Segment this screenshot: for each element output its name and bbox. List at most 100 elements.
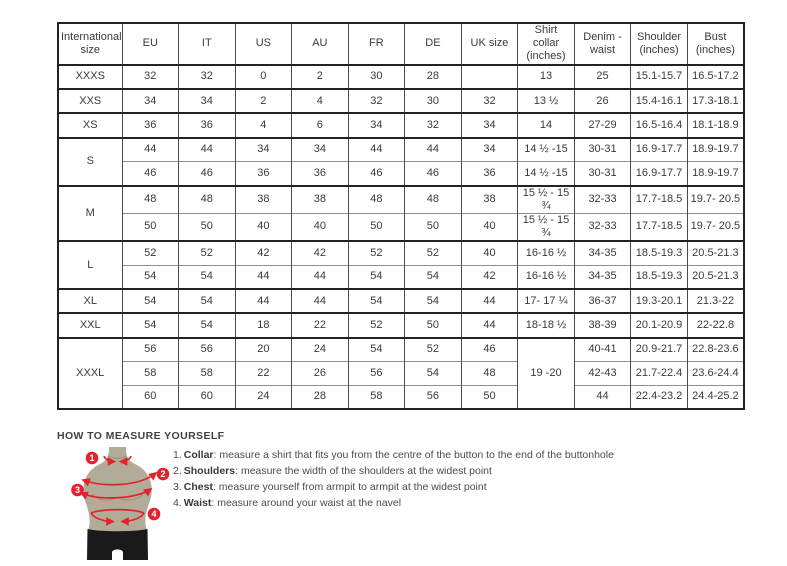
table-cell: 32 — [404, 112, 462, 138]
size-label-cell: L — [57, 240, 122, 290]
table-row: 50 50 40 40 50 50 40 15 ½ - 15 ¾ 32-33 17.7-18.5 1… — [58, 212, 744, 242]
waist-measure-arrow — [120, 512, 145, 526]
table-cell: 27-29 — [573, 112, 631, 138]
table-cell: 50 — [178, 212, 236, 242]
measure-instruction: 3. Chest: measure yourself from armpit to… — [173, 481, 653, 497]
table-cell: 54 — [178, 288, 236, 314]
callout-badge-3: 3 — [71, 483, 84, 497]
table-cell: 22.8-23.6 — [686, 336, 744, 362]
table-cell: 40 — [291, 212, 349, 242]
size-label-cell: XXXS — [57, 63, 122, 89]
callout-badge-4: 4 — [147, 507, 161, 521]
size-table: International size EU IT US AU FR DE UK size Shi… — [57, 22, 745, 410]
table-cell: 36 — [291, 161, 349, 186]
table-cell: 26 — [573, 87, 631, 114]
chest-measure-arrow — [79, 488, 153, 500]
size-label-cell: XXS — [57, 87, 122, 114]
table-cell: 42 — [291, 240, 349, 266]
table-cell: 16.9-17.7 — [630, 136, 688, 162]
table-cell: 50 — [460, 384, 518, 409]
table-cell: 54 — [178, 312, 236, 338]
table-cell: 34-35 — [573, 240, 631, 266]
table-cell: 44 — [234, 288, 292, 314]
table-row: 46 46 36 36 46 46 36 14 ½ -15 30-31 16.9-17.7 18.9… — [58, 161, 744, 186]
mannequin-collar-line — [108, 455, 127, 459]
table-cell: 4 — [234, 112, 292, 138]
table-cell: 60 — [178, 384, 236, 409]
table-cell: 18.5-19.3 — [630, 264, 688, 290]
table-cell: 22-22.8 — [686, 312, 744, 338]
mannequin-shorts — [87, 529, 148, 560]
table-cell: 40 — [460, 212, 518, 242]
table-row: 60 60 24 28 58 56 50 44 22.4-23.2 24.4-25.2 — [58, 384, 744, 409]
table-cell: 16.9-17.7 — [630, 161, 688, 186]
step-label: Collar — [183, 449, 214, 461]
waist-measure-arc — [90, 508, 145, 514]
table-cell: 54 — [404, 264, 462, 290]
table-cell: 48 — [404, 184, 462, 214]
table-row: XS 36 36 4 6 34 32 34 14 27-29 16.5-16.4 18.1-18.9 — [57, 112, 744, 138]
table-row: 58 58 22 26 56 54 48 42-43 21.7-22.4 23.6-24.4 — [58, 361, 744, 386]
step-label: Shoulders — [183, 465, 236, 477]
table-cell: 14 ½ -15 — [517, 161, 575, 186]
table-cell: 54 — [121, 264, 179, 290]
table-cell: 32 — [121, 63, 179, 89]
table-row: M 48 48 38 38 48 48 38 15 ½ - 15 ¾ 32-33 17.7-18.5… — [57, 184, 744, 242]
table-cell: 19 -20 — [517, 336, 575, 409]
table-cell: 23.6-24.4 — [686, 361, 744, 386]
table-cell: 56 — [404, 384, 462, 409]
table-cell: 34 — [234, 136, 292, 162]
table-cell: 15.1-15.7 — [630, 63, 688, 89]
table-cell: 24 — [291, 336, 349, 362]
table-cell: 58 — [121, 361, 179, 386]
table-cell: 18.9-19.7 — [686, 136, 744, 162]
table-cell: 42-43 — [573, 361, 631, 386]
table-cell: 60 — [121, 384, 179, 409]
table-cell: 44 — [460, 312, 518, 338]
table-cell: 44 — [573, 384, 631, 409]
column-header: UK size — [460, 23, 518, 65]
table-cell: 52 — [404, 240, 462, 266]
table-cell: 20.1-20.9 — [630, 312, 688, 338]
table-cell: 54 — [347, 288, 405, 314]
table-cell: 20 — [234, 336, 292, 362]
table-cell: 19.7- 20.5 — [686, 184, 744, 214]
table-cell: 20.9-21.7 — [630, 336, 688, 362]
table-cell: 44 — [121, 136, 179, 162]
table-cell: 42 — [234, 240, 292, 266]
collar-measure-arrow — [118, 455, 132, 466]
table-cell: 38 — [460, 184, 518, 214]
table-cell: 44 — [347, 136, 405, 162]
column-header: Bust (inches) — [686, 23, 744, 65]
column-header: IT — [178, 23, 236, 65]
table-cell: 32 — [460, 87, 518, 114]
step-label: Chest — [183, 481, 213, 493]
table-cell: 30 — [404, 87, 462, 114]
table-cell: 16.5-16.4 — [630, 112, 688, 138]
table-cell: 34 — [460, 136, 518, 162]
callout-badge-1: 1 — [85, 451, 99, 465]
table-row: XXXL 56 56 20 24 54 52 46 19 -20 40-41 20.9-21.7 22… — [57, 336, 744, 409]
step-label: Waist — [183, 497, 212, 509]
table-cell: 17.7-18.5 — [630, 184, 688, 214]
table-row: XXS 34 34 2 4 32 30 32 13 ½ 26 15.4-16.1 17.3-18.1 — [57, 87, 744, 114]
table-cell: 56 — [178, 336, 236, 362]
table-cell: 24.4-25.2 — [686, 384, 744, 409]
table-row: XL 54 54 44 44 54 54 44 17- 17 ¼ 36-37 19.3-20.1 21… — [57, 288, 744, 314]
table-cell: 54 — [404, 288, 462, 314]
table-row: L 52 52 42 42 52 52 40 16-16 ½ 34-35 18.5-19.3 20.5… — [57, 240, 744, 290]
column-header: International size — [57, 23, 122, 65]
svg-text:4: 4 — [151, 509, 156, 519]
table-cell: 32 — [347, 87, 405, 114]
table-cell: 16-16 ½ — [517, 264, 575, 290]
table-cell: 19.7- 20.5 — [686, 212, 744, 242]
table-cell: 54 — [404, 361, 462, 386]
table-cell: 52 — [121, 240, 179, 266]
table-cell: 25 — [573, 63, 631, 89]
table-cell: 18 — [234, 312, 292, 338]
mannequin-illustration: 1 2 3 4 — [71, 447, 170, 560]
table-cell: 2 — [291, 63, 349, 89]
measure-list: 1. Collar: measure a shirt that fits you … — [173, 449, 653, 513]
size-label-cell: S — [57, 136, 122, 186]
step-number: 3. — [173, 481, 182, 493]
